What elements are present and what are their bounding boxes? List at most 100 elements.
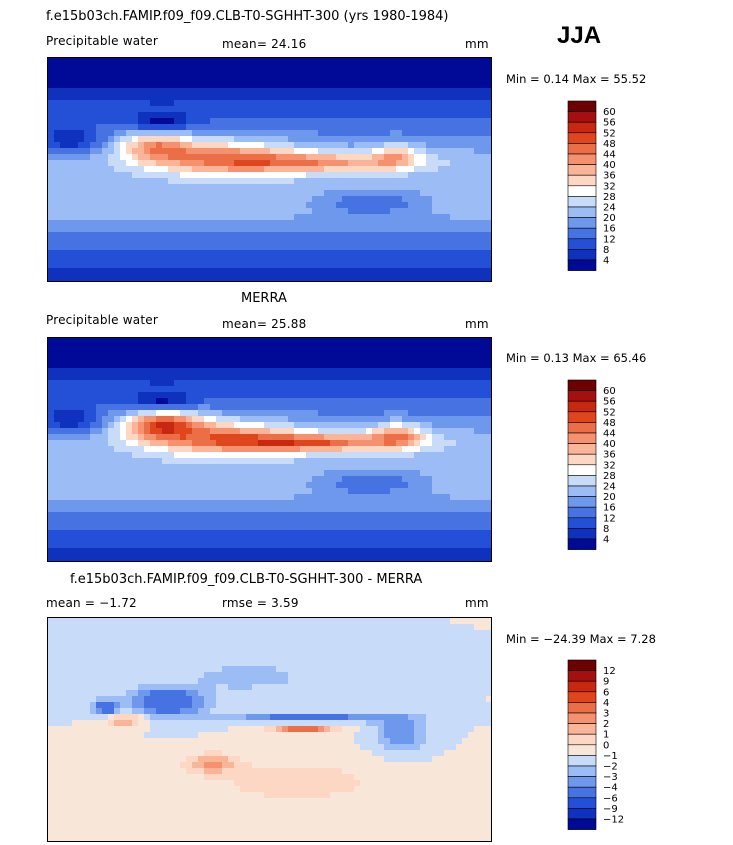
field-cell [102,464,109,471]
field-cell [468,130,475,137]
field-cell [156,434,163,441]
field-cell [318,428,325,435]
field-cell [102,398,109,405]
field-cell [306,76,313,83]
field-cell [168,118,175,125]
field-cell [330,380,337,387]
field-cell [318,244,325,251]
field-cell [162,124,169,131]
field-cell [120,244,127,251]
field-cell [366,208,373,215]
field-cell [150,250,157,257]
field-cell [66,136,73,143]
field-cell [192,464,199,471]
field-cell [234,88,241,95]
field-cell [354,202,361,209]
field-cell [378,274,385,281]
field-cell [342,262,349,269]
field-cell [240,94,247,101]
field-cell [150,256,157,263]
field-cell [402,280,409,281]
field-cell [132,416,139,423]
field-cell [210,82,217,89]
field-cell [450,446,457,453]
field-cell [450,232,457,239]
field-cell [438,250,445,257]
field-cell [210,506,217,513]
field-cell [312,274,319,281]
field-cell [180,208,187,215]
field-cell [48,118,55,125]
field-cell [66,76,73,83]
field-cell [192,154,199,161]
field-cell [348,362,355,369]
field-cell [468,166,475,173]
field-cell [276,136,283,143]
field-cell [60,506,67,513]
field-cell [438,142,445,149]
field-cell [288,70,295,77]
field-cell [198,82,205,89]
field-cell [120,124,127,131]
field-cell [168,184,175,191]
field-cell [144,250,151,257]
field-cell [342,76,349,83]
field-cell [72,482,79,489]
field-cell [348,112,355,119]
field-cell [372,166,379,173]
field-cell [414,64,421,71]
field-cell [90,88,97,95]
field-cell [54,446,61,453]
field-cell [486,488,491,495]
field-cell [168,148,175,155]
field-cell [366,130,373,137]
field-cell [228,136,235,143]
field-cell [144,338,151,345]
field-cell [276,70,283,77]
field-cell [228,262,235,269]
field-cell [312,172,319,179]
field-cell [186,244,193,251]
field-cell [480,208,487,215]
field-cell [288,398,295,405]
field-cell [306,440,313,447]
field-cell [384,404,391,411]
field-cell [204,380,211,387]
field-cell [198,160,205,167]
field-cell [384,172,391,179]
field-cell [360,338,367,345]
field-cell [156,452,163,459]
field-cell [462,118,469,125]
field-cell [66,440,73,447]
field-cell [456,238,463,245]
field-cell [228,446,235,453]
field-cell [156,446,163,453]
field-cell [420,136,427,143]
field-cell [156,458,163,465]
field-cell [414,112,421,119]
field-cell [294,94,301,101]
field-cell [348,70,355,77]
field-cell [480,64,487,71]
field-cell [246,470,253,477]
field-cell [120,100,127,107]
field-cell [258,178,265,185]
field-cell [438,166,445,173]
field-cell [282,178,289,185]
field-cell [420,94,427,101]
field-cell [282,154,289,161]
field-cell [360,368,367,375]
field-cell [114,280,121,281]
field-cell [402,500,409,507]
field-cell [198,214,205,221]
field-cell [216,506,223,513]
field-cell [258,494,265,501]
field-cell [102,106,109,113]
field-cell [72,64,79,71]
field-cell [108,392,115,399]
field-cell [228,386,235,393]
field-cell [156,344,163,351]
field-cell [132,130,139,137]
field-cell [90,160,97,167]
field-cell [228,184,235,191]
